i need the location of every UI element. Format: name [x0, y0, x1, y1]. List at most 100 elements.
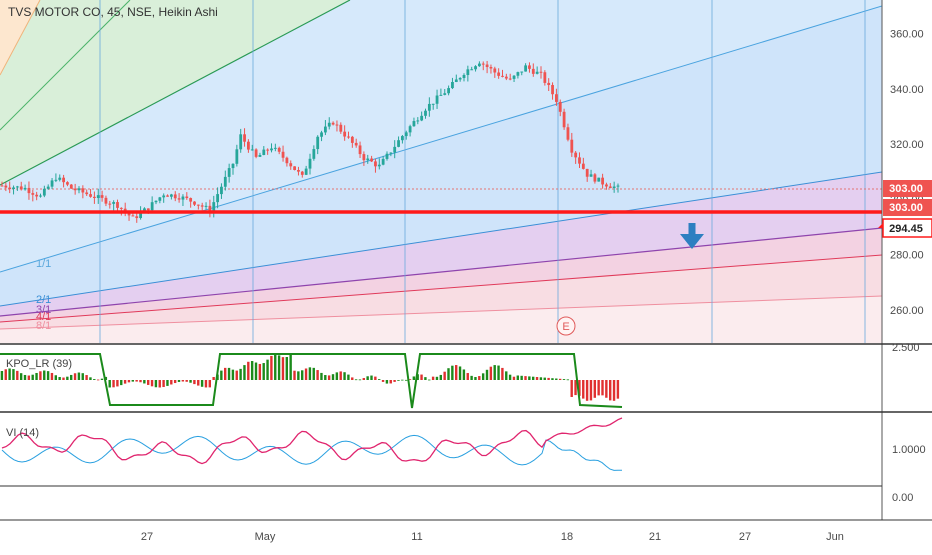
kpo-bar	[258, 363, 262, 380]
candle-body	[81, 188, 85, 193]
kpo-bar	[204, 380, 208, 388]
candle-body	[485, 64, 489, 68]
kpo-bar	[208, 380, 211, 388]
kpo-bar	[389, 380, 392, 384]
candle-body	[189, 198, 193, 202]
candle-body	[493, 68, 497, 73]
fan-zone-bottom	[0, 296, 882, 343]
candle-body	[451, 81, 454, 89]
candle-body	[424, 110, 427, 116]
candle-body	[185, 196, 189, 199]
candle-body	[89, 194, 92, 197]
candle-body	[100, 195, 104, 198]
candle-body	[146, 208, 150, 211]
candle-body	[135, 216, 139, 219]
candle-body	[139, 212, 142, 219]
price-label-last-bg	[883, 180, 932, 197]
candle-body	[39, 195, 42, 197]
price-tick-label: 280.00	[890, 250, 924, 262]
time-axis[interactable]: 27 May 11 18 21 27 Jun	[0, 519, 932, 543]
candle-body	[385, 153, 389, 159]
candle-body	[12, 187, 15, 190]
kpo-bar	[570, 380, 573, 397]
candle-body	[589, 174, 593, 177]
kpo-bar	[12, 369, 15, 380]
kpo-bar	[46, 371, 50, 380]
candle-body	[612, 186, 616, 189]
candle-body	[578, 157, 581, 164]
kpo-bar	[77, 372, 81, 380]
kpo-bar	[320, 372, 323, 380]
kpo-bar	[397, 380, 400, 381]
kpo-bar	[447, 368, 450, 380]
candle-body	[277, 147, 281, 152]
kpo-bar	[474, 376, 477, 380]
candle-body	[258, 154, 262, 157]
kpo-bar	[616, 380, 620, 399]
kpo-bar	[605, 380, 608, 398]
candle-body	[4, 185, 8, 188]
fan-line-orange	[0, 0, 41, 76]
kpo-bar	[81, 373, 84, 380]
candle-body	[543, 72, 547, 83]
kpo-bar	[431, 376, 435, 380]
kpo-bar	[443, 371, 446, 380]
kpo-bar	[528, 376, 531, 380]
price-tick-label: 320.00	[890, 139, 924, 151]
candle-body	[54, 179, 58, 181]
kpo-panel-label: KPO_LR (39)	[6, 358, 72, 370]
kpo-bar	[112, 380, 115, 388]
price-label-support: 294.45	[878, 218, 932, 238]
kpo-bar	[351, 377, 354, 380]
kpo-bar	[597, 380, 600, 396]
vi-plus-line	[1, 434, 622, 471]
candle-body	[566, 127, 570, 140]
kpo-panel	[0, 353, 623, 409]
kpo-bar	[539, 377, 543, 380]
candle-body	[501, 75, 504, 77]
kpo-bar	[181, 380, 185, 382]
kpo-bar	[589, 380, 593, 401]
arrow-head	[680, 234, 704, 249]
kpo-bar	[35, 372, 38, 380]
earnings-marker[interactable]: E	[556, 316, 576, 336]
candle-body	[177, 198, 181, 200]
candle-body	[354, 142, 358, 146]
candle-body	[8, 187, 12, 190]
candle-body	[443, 93, 447, 95]
candle-body	[547, 82, 551, 86]
candle-body	[531, 68, 535, 74]
candle-body	[339, 124, 343, 132]
kpo-bar	[451, 365, 454, 380]
candle-body	[158, 197, 162, 201]
gann-fan-lines	[0, 0, 882, 330]
kpo-bar	[378, 379, 381, 380]
candle-body	[324, 126, 327, 133]
time-tick-label: 27	[739, 531, 751, 543]
candle-body	[320, 132, 323, 137]
candle-body	[516, 72, 520, 76]
vi-minus-line	[1, 417, 623, 465]
kpo-bar	[439, 374, 442, 380]
kpo-bar	[120, 380, 123, 386]
candle-body	[119, 207, 123, 209]
candle-body	[481, 63, 485, 65]
kpo-bar	[212, 376, 215, 380]
candle-body	[374, 161, 377, 167]
kpo-bar	[277, 355, 281, 380]
candle-body	[412, 121, 416, 127]
candle-body	[381, 158, 385, 165]
kpo-bar	[16, 370, 19, 380]
kpo-bar	[135, 380, 138, 382]
candle-body	[239, 134, 243, 150]
vi-axis-tick-1: 1.0000	[892, 444, 926, 456]
candle-body	[270, 148, 273, 151]
candle-body	[462, 74, 466, 78]
candle-body	[316, 136, 320, 150]
candle-body	[551, 85, 554, 95]
candle-body	[281, 151, 285, 158]
kpo-bar	[404, 379, 408, 381]
candle-body	[562, 111, 566, 128]
